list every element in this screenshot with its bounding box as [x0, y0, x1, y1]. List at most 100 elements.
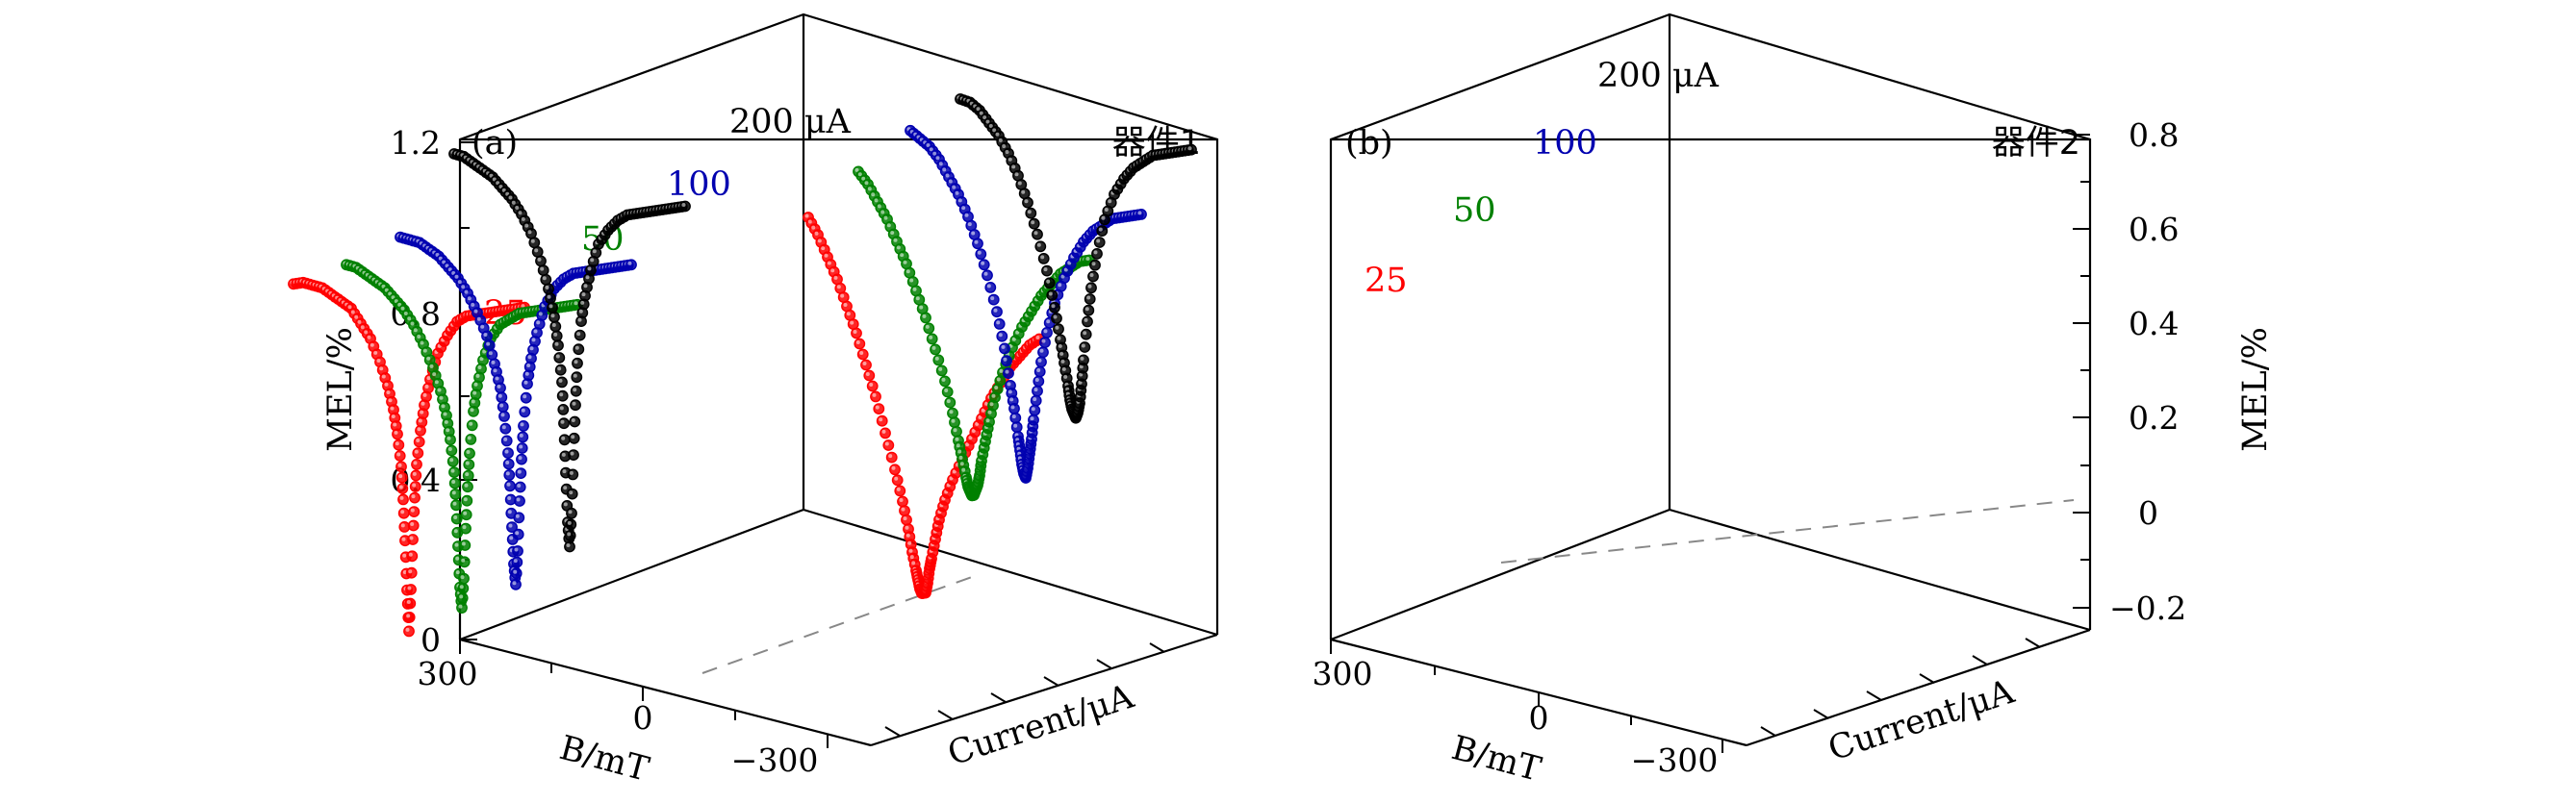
data-point [889, 464, 901, 476]
data-point-highlight [952, 469, 956, 474]
data-point [1080, 328, 1092, 340]
z-tick-label: −0.2 [2109, 590, 2186, 627]
data-point [863, 369, 876, 382]
data-point [1028, 217, 1040, 230]
data-point-highlight [571, 418, 575, 422]
data-point-highlight [437, 388, 442, 392]
data-point [625, 259, 637, 271]
data-point-highlight [561, 436, 566, 440]
data-point [514, 495, 525, 507]
data-point-highlight [480, 324, 485, 329]
data-point-highlight [1001, 344, 1006, 349]
data-point [554, 364, 567, 376]
series-3 [905, 124, 1147, 484]
data-point-highlight [569, 490, 574, 495]
data-point-highlight [420, 410, 424, 414]
z-axis-title: MEL/% [2236, 327, 2275, 452]
data-point-highlight [426, 356, 431, 361]
data-point [413, 436, 425, 448]
data-point [570, 385, 582, 397]
data-point-highlight [967, 222, 972, 227]
data-point-highlight [434, 380, 439, 385]
data-point-highlight [961, 206, 966, 211]
data-point-highlight [426, 376, 431, 381]
data-point [535, 255, 547, 267]
data-point-highlight [569, 470, 574, 475]
data-point [446, 444, 458, 457]
data-point-highlight [444, 419, 448, 424]
data-point-highlight [934, 356, 939, 361]
data-point [856, 348, 869, 361]
data-point-highlight [505, 461, 510, 464]
data-point [408, 506, 421, 517]
data-point-highlight [896, 245, 901, 250]
data-point-highlight [1104, 208, 1109, 212]
data-point [510, 567, 523, 580]
data-point-highlight [450, 468, 455, 473]
data-point-highlight [360, 325, 365, 330]
data-point-highlight [580, 300, 585, 305]
data-point-highlight [1030, 416, 1034, 421]
data-point-highlight [503, 437, 508, 441]
data-point-highlight [507, 496, 512, 500]
data-point-highlight [817, 238, 822, 243]
data-point [395, 461, 407, 473]
data-point [574, 329, 586, 341]
data-point-highlight [953, 428, 957, 433]
data-point [679, 200, 691, 213]
data-point-highlight [473, 309, 478, 314]
data-point [1010, 421, 1023, 434]
data-point-highlight [891, 465, 896, 470]
data-point-highlight [901, 507, 905, 512]
data-point-highlight [1061, 366, 1066, 371]
data-point-highlight [558, 378, 563, 383]
data-point [457, 582, 470, 594]
data-point-highlight [405, 627, 410, 632]
data-point-highlight [458, 604, 463, 609]
data-point [1041, 264, 1053, 277]
data-point-highlight [922, 314, 927, 318]
data-point-highlight [454, 542, 459, 547]
data-point-highlight [401, 537, 406, 541]
data-point-highlight [563, 502, 568, 507]
data-point-highlight [461, 541, 466, 546]
data-point-highlight [903, 516, 907, 521]
data-point-highlight [948, 179, 953, 184]
data-point-highlight [1093, 250, 1098, 255]
data-point-highlight [1101, 215, 1106, 220]
data-point-highlight [1031, 220, 1035, 225]
data-point-highlight [396, 452, 401, 457]
data-point-highlight [397, 463, 402, 467]
data-point-highlight [952, 185, 956, 189]
data-point-highlight [523, 380, 528, 385]
data-point [557, 403, 570, 415]
data-point-highlight [357, 319, 362, 324]
data-point [1001, 355, 1012, 367]
data-point-highlight [1058, 283, 1062, 288]
data-point-highlight [977, 250, 982, 255]
data-point-highlight [861, 176, 866, 181]
data-point-highlight [455, 570, 460, 575]
data-point [993, 317, 1006, 330]
data-point-highlight [1039, 348, 1044, 353]
data-point-highlight [421, 401, 425, 406]
data-point-highlight [872, 392, 877, 397]
data-point-highlight [527, 355, 532, 360]
data-point-highlight [1021, 189, 1026, 194]
data-point [460, 522, 472, 535]
data-point [528, 237, 541, 249]
data-point [502, 447, 514, 459]
data-point-highlight [446, 428, 450, 433]
data-point [410, 469, 422, 482]
data-point-highlight [517, 484, 522, 488]
data-point-highlight [555, 354, 560, 359]
data-point-highlight [998, 138, 1003, 142]
data-point-highlight [537, 257, 542, 262]
data-point-highlight [402, 553, 407, 558]
data-point-highlight [422, 392, 427, 397]
data-point [1035, 356, 1047, 368]
data-point-highlight [521, 304, 525, 309]
data-point-highlight [467, 296, 472, 301]
data-point-highlight [534, 248, 539, 253]
data-point-highlight [827, 261, 831, 265]
